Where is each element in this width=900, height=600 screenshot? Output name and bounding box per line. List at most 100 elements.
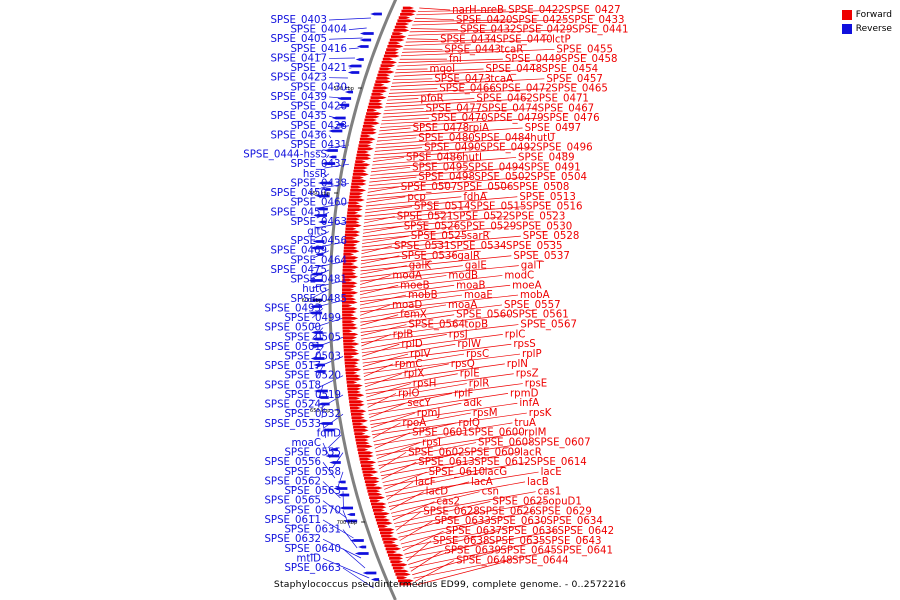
forward-gene-arrow — [402, 6, 414, 10]
reverse-gene-label: SPSE_0403 — [270, 15, 327, 26]
forward-gene-label: SPSE_0608 — [478, 438, 535, 449]
forward-leader-line — [362, 225, 402, 234]
forward-leader-line — [408, 29, 570, 36]
reverse-gene-label: SPSE_0435 — [270, 111, 327, 122]
forward-leader-line — [372, 412, 527, 436]
forward-gene-label: lacB — [527, 477, 549, 488]
reverse-gene-arrow — [346, 513, 356, 516]
forward-gene-arrow — [353, 169, 367, 173]
forward-leader-line — [372, 157, 405, 162]
reverse-leader-line — [324, 163, 350, 169]
forward-leader-line — [360, 245, 505, 261]
reverse-gene-label: SPSE_0499 — [284, 313, 341, 324]
forward-gene-label: adk — [463, 398, 482, 409]
forward-gene-arrow — [352, 176, 364, 179]
reverse-gene-label: SPSE_0439 — [270, 92, 327, 103]
forward-gene-arrow — [376, 521, 393, 525]
forward-leader-line — [368, 393, 509, 415]
forward-gene-label: rplR — [469, 379, 490, 390]
forward-gene-arrow — [371, 505, 387, 509]
forward-gene-arrow — [360, 461, 377, 464]
forward-gene-label: SPSE_0601 — [412, 428, 469, 439]
forward-gene-label: SPSE_0636 — [502, 526, 559, 537]
forward-gene-label: rplO — [398, 388, 420, 399]
reverse-gene-arrow — [358, 545, 367, 549]
reverse-gene-label: SPSE_0663 — [284, 563, 341, 574]
forward-gene-label: rplM — [524, 428, 546, 439]
reverse-gene-label: SPSE_0431 — [290, 140, 347, 151]
forward-gene-label: rpsH — [413, 379, 437, 390]
forward-gene-label: SPSE_0531 — [394, 241, 451, 252]
forward-leader-line — [377, 442, 477, 463]
forward-leader-line — [392, 78, 489, 84]
forward-gene-arrow — [393, 29, 410, 32]
reverse-gene-label: SPSE_0437 — [290, 159, 347, 170]
reverse-gene-arrow — [359, 32, 374, 35]
forward-gene-label: lacF — [415, 477, 436, 488]
forward-gene-label: SPSE_0496 — [536, 143, 593, 154]
forward-gene-arrow — [376, 77, 391, 80]
forward-gene-label: SPSE_0537 — [513, 251, 570, 262]
forward-gene-arrow — [347, 390, 361, 394]
forward-leader-line — [361, 334, 447, 350]
forward-gene-label: SPSE_0648 — [456, 556, 513, 567]
forward-gene-arrow — [357, 150, 369, 154]
reverse-gene-label: SPSE_0404 — [290, 25, 347, 36]
forward-gene-arrow — [343, 345, 356, 349]
forward-gene-label: rpiA — [469, 123, 489, 134]
forward-gene-label: SPSE_0560 — [456, 310, 513, 321]
forward-gene-label: SPSE_0634 — [546, 516, 603, 527]
forward-gene-arrow — [342, 294, 355, 298]
reverse-leader-line — [317, 375, 344, 389]
forward-gene-label: SPSE_0523 — [509, 211, 566, 222]
forward-gene-arrow — [342, 275, 359, 279]
forward-gene-arrow — [365, 483, 378, 487]
scale-tick-label: 600 kbp — [302, 298, 322, 304]
forward-gene-label: SPSE_0480 — [418, 133, 475, 144]
forward-gene-arrow — [352, 419, 368, 423]
forward-gene-arrow — [347, 211, 359, 215]
reverse-gene-arrow — [315, 194, 330, 198]
forward-gene-arrow — [342, 288, 355, 291]
forward-gene-label: rplC — [505, 329, 526, 340]
forward-gene-arrow — [396, 22, 410, 26]
forward-leader-line — [365, 196, 462, 207]
reverse-leader-line — [338, 106, 350, 109]
forward-gene-label: SPSE_0476 — [543, 113, 600, 124]
legend-label-forward: Forward — [855, 10, 892, 20]
reverse-leader-line — [348, 27, 367, 30]
forward-gene-label: SPSE_0567 — [520, 320, 577, 331]
reverse-gene-arrow — [310, 272, 323, 276]
reverse-leader-line — [322, 173, 330, 179]
reverse-leader-line — [342, 510, 351, 529]
forward-leader-line — [409, 540, 543, 569]
forward-leader-line — [369, 166, 523, 180]
forward-gene-arrow — [364, 118, 377, 122]
forward-gene-arrow — [380, 64, 396, 67]
forward-gene-label: moaE — [464, 290, 493, 301]
forward-gene-label: SPSE_0502 — [474, 172, 531, 183]
reverse-gene-label: SPSE_0438 — [290, 178, 347, 189]
forward-leader-line — [419, 7, 451, 11]
reverse-leader-line — [320, 183, 350, 189]
forward-gene-arrow — [362, 470, 379, 474]
forward-gene-arrow — [375, 80, 392, 83]
forward-gene-label: lacA — [471, 477, 493, 488]
forward-gene-arrow — [343, 339, 356, 343]
reverse-gene-arrow — [337, 97, 352, 100]
forward-gene-arrow — [380, 531, 395, 535]
forward-leader-line — [361, 235, 465, 248]
forward-gene-label: rpsM — [473, 408, 498, 419]
forward-gene-arrow — [343, 342, 360, 346]
forward-gene-label: modA — [392, 270, 422, 281]
forward-gene-arrow — [360, 464, 374, 467]
reverse-gene-arrow — [328, 155, 337, 159]
forward-gene-label: lacD — [426, 487, 449, 498]
forward-gene-label: tcaA — [490, 74, 513, 85]
reverse-gene-arrow — [312, 240, 325, 243]
forward-gene-label: SPSE_0490 — [424, 143, 481, 154]
forward-leader-line — [361, 235, 521, 251]
forward-gene-arrow — [366, 109, 378, 112]
forward-leader-line — [360, 324, 463, 340]
forward-leader-line — [387, 98, 419, 101]
